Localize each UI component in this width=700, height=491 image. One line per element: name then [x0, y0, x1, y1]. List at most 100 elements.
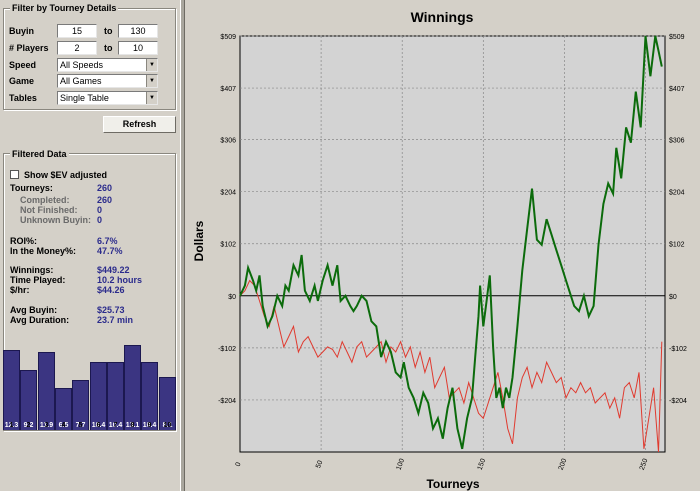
y-tick-label-right: -$204	[669, 398, 687, 405]
finish-bar-label: 6.5	[58, 422, 69, 429]
y-tick-label-right: $407	[669, 86, 685, 93]
finish-position-label: 9	[147, 422, 152, 429]
players-label: # Players	[9, 43, 49, 53]
x-tick-label: 50	[315, 460, 324, 470]
players-min-input[interactable]: 2	[57, 41, 97, 55]
finish-bar-label: 10.4	[108, 422, 123, 429]
y-tick-label-right: -$102	[669, 346, 687, 353]
stat-value: 260	[97, 195, 113, 205]
finish-position-label: 1	[9, 422, 14, 429]
stat-label: Avg Buyin:	[10, 305, 58, 315]
y-tick-label-left: $509	[220, 34, 236, 41]
stat-label: Not Finished:	[20, 205, 78, 215]
show-ev-label[interactable]: Show $EV adjusted	[24, 170, 108, 180]
game-label: Game	[9, 76, 35, 86]
finish-bar	[72, 380, 89, 430]
finish-position-label: 6	[96, 422, 101, 429]
buyin-min-input[interactable]: 15	[57, 24, 97, 38]
filtered-data-group: Filtered Data	[3, 149, 176, 431]
finish-bar	[90, 362, 107, 430]
ev-series-line	[239, 279, 663, 453]
left-panel: Filter by Tourney Details Buyin 15 to 13…	[0, 0, 180, 491]
stat-value: 0	[97, 205, 103, 215]
x-tick-label: 150	[477, 458, 488, 471]
x-axis-label: Tourneys	[426, 477, 479, 491]
stat-value: 23.7 min	[97, 315, 134, 325]
game-select[interactable]: All Games ▼	[57, 74, 158, 88]
finish-position-label: 5	[78, 422, 83, 429]
show-ev-checkbox[interactable]	[10, 170, 19, 179]
chevron-down-icon[interactable]: ▼	[146, 92, 157, 104]
y-tick-label-left: $306	[220, 138, 236, 145]
chevron-down-icon[interactable]: ▼	[146, 75, 157, 87]
finish-bar	[3, 350, 20, 430]
buyin-to-label: to	[104, 26, 113, 36]
finish-position-label: 10	[163, 422, 172, 429]
finish-bar	[55, 388, 72, 430]
finish-bar	[20, 370, 37, 430]
buyin-label: Buyin	[9, 26, 35, 36]
stat-value: 47.7%	[97, 246, 123, 256]
finish-position-label: 4	[61, 422, 66, 429]
y-tick-label-right: $204	[669, 190, 685, 197]
y-tick-label-right: $306	[669, 138, 685, 145]
stat-label: Winnings:	[10, 265, 54, 275]
filtered-data-title: Filtered Data	[10, 149, 69, 159]
finish-bar	[124, 345, 141, 430]
players-max-input[interactable]: 10	[118, 41, 158, 55]
finish-position-label: 7	[113, 422, 118, 429]
tables-select[interactable]: Single Table ▼	[57, 91, 158, 105]
finish-bar	[141, 362, 158, 430]
finish-bar-label: 13.1	[125, 422, 140, 429]
y-tick-label-left: -$102	[218, 346, 236, 353]
speed-select[interactable]: All Speeds ▼	[57, 58, 158, 72]
finish-bar-label: 10.4	[91, 422, 106, 429]
stat-value: $25.73	[97, 305, 125, 315]
finish-bar	[38, 352, 55, 430]
y-tick-label-left: $407	[220, 86, 236, 93]
x-tick-label: 100	[396, 458, 407, 471]
stat-label: In the Money%:	[10, 246, 77, 256]
stat-value: 260	[97, 183, 113, 193]
refresh-button[interactable]: Refresh	[103, 116, 176, 133]
finish-bar-label: 7.7	[75, 422, 86, 429]
tables-label: Tables	[9, 93, 37, 103]
tables-select-value: Single Table	[60, 93, 109, 103]
game-select-value: All Games	[60, 76, 102, 86]
filter-group-title: Filter by Tourney Details	[10, 3, 119, 13]
splitter-handle[interactable]	[180, 0, 185, 491]
stat-label: Avg Duration:	[10, 315, 70, 325]
y-tick-label-left: -$204	[218, 398, 236, 405]
y-axis-label: Dollars	[192, 220, 206, 261]
x-tick-label: 0	[235, 461, 243, 467]
x-tick-label: 200	[558, 458, 569, 471]
winnings-chart: Winnings Tourneys Dollars $509 $509 $407 $4…	[192, 9, 687, 491]
y-tick-label-right: $102	[669, 242, 685, 249]
finish-bar-label: 9.2	[23, 422, 34, 429]
finish-position-chart: 12.3 9.2 11.9 6.5 7.7 10.4 10.4 13.1 10.4 8.1	[3, 332, 176, 430]
y-tick-label-left: $204	[220, 190, 236, 197]
winnings-graph-panel: Winnings Tourneys Dollars $509 $509 $407 $4…	[185, 0, 700, 491]
stat-value: $449.22	[97, 265, 130, 275]
finish-bar-label: 10.4	[142, 422, 157, 429]
stat-value: 6.7%	[97, 236, 118, 246]
stat-label: Completed:	[20, 195, 70, 205]
y-tick-label-right: $509	[669, 34, 685, 41]
stat-label: ROI%:	[10, 236, 37, 246]
filter-group: Filter by Tourney Details	[3, 3, 176, 110]
stat-label: $/hr:	[10, 285, 30, 295]
stat-value: $44.26	[97, 285, 125, 295]
finish-bar-label: 8.1	[162, 422, 173, 429]
buyin-max-input[interactable]: 130	[118, 24, 158, 38]
x-tick-label: 250	[639, 458, 650, 471]
finish-bar	[107, 362, 124, 430]
chevron-down-icon[interactable]: ▼	[146, 59, 157, 71]
chart-title: Winnings	[411, 9, 474, 25]
finish-bar-label: 12.3	[4, 422, 19, 429]
stat-label: Tourneys:	[10, 183, 53, 193]
stat-label: Unknown Buyin:	[20, 215, 91, 225]
speed-label: Speed	[9, 60, 37, 70]
players-to-label: to	[104, 43, 113, 53]
y-tick-label-left: $102	[220, 242, 236, 249]
finish-position-label: 8	[130, 422, 135, 429]
